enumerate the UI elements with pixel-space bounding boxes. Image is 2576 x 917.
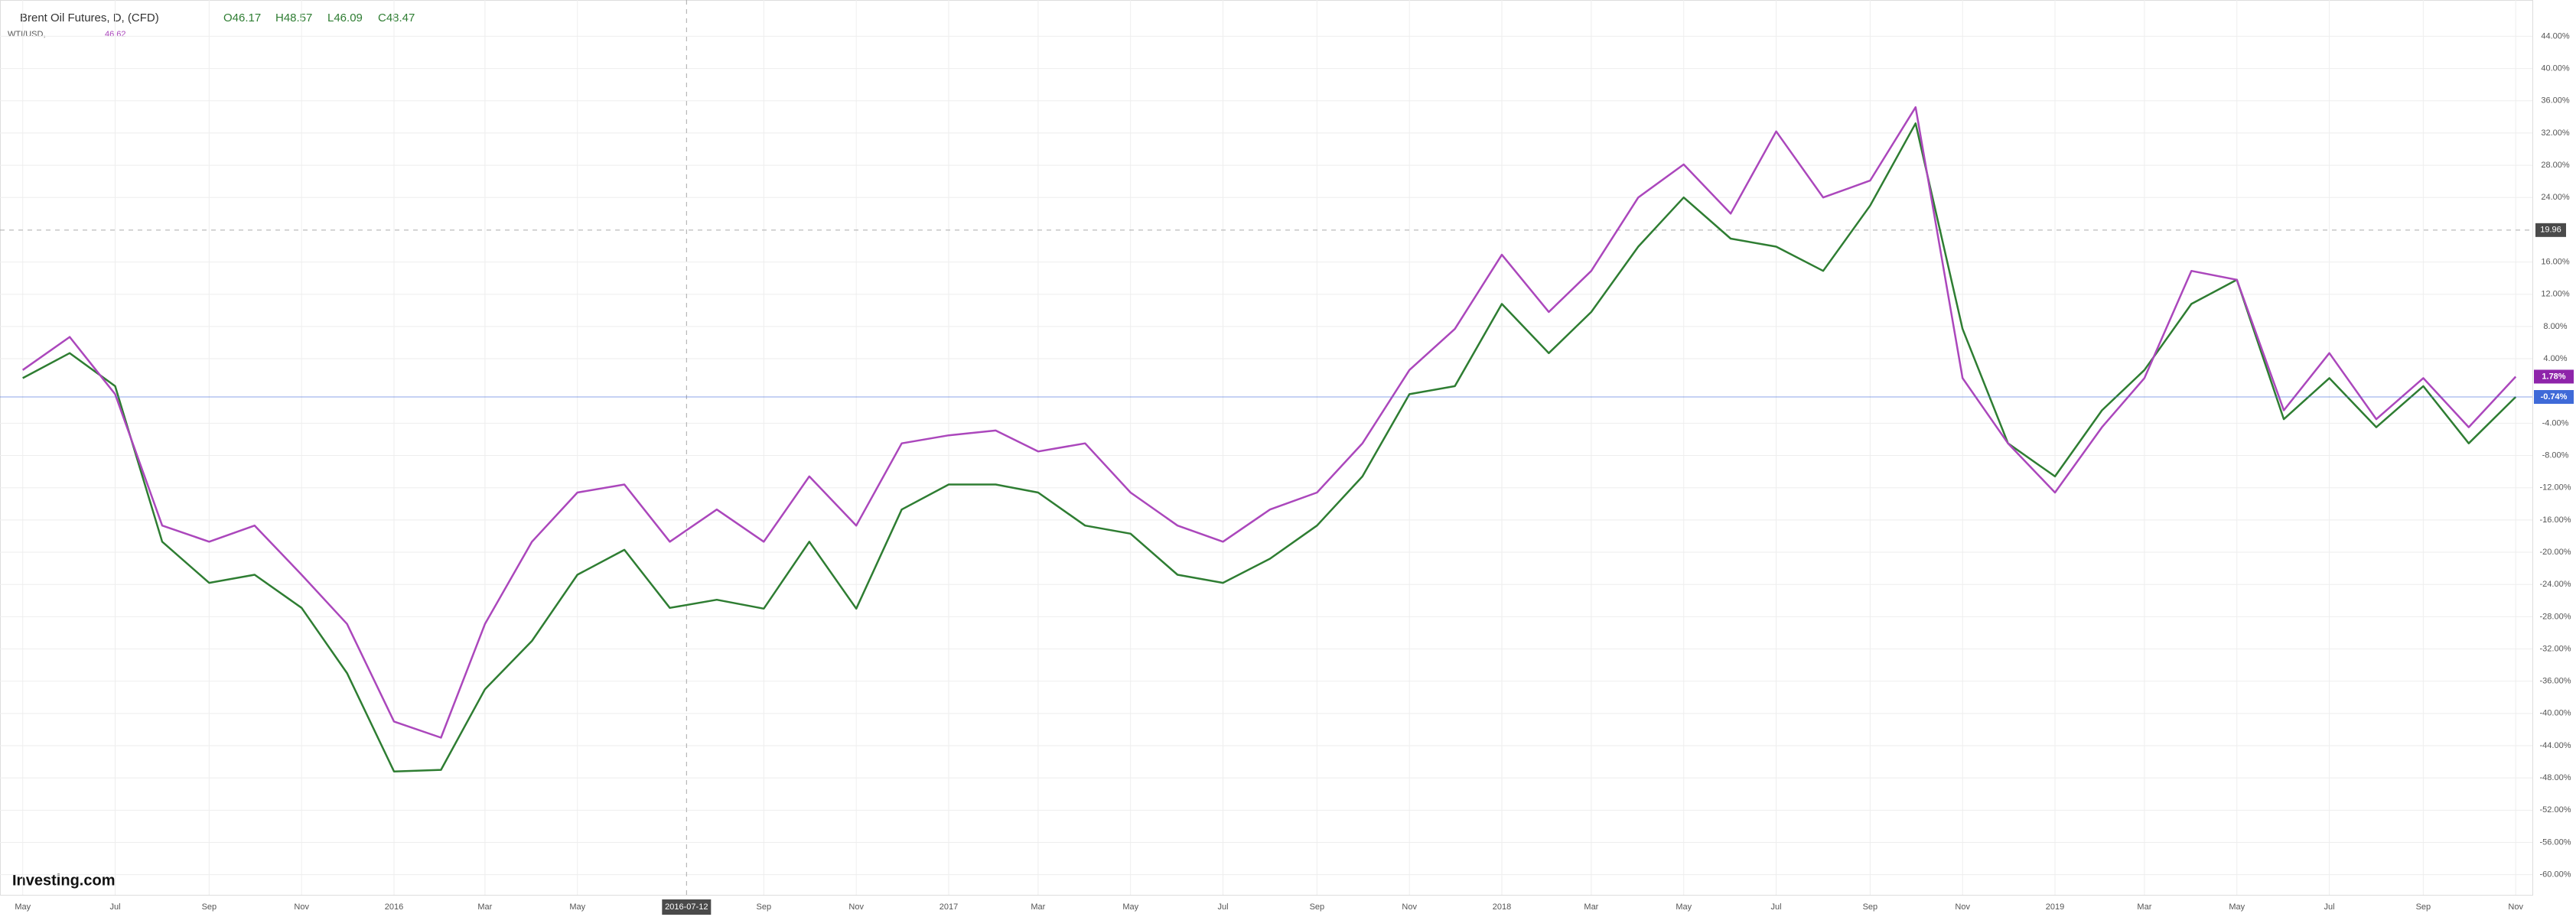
price-label-box	[2534, 390, 2574, 405]
y-tick-label: -20.00%	[2540, 548, 2571, 557]
x-tick-label: Jul	[2324, 902, 2335, 912]
x-tick-label: Sep	[202, 902, 217, 912]
y-tick-label: 44.00%	[2541, 31, 2570, 41]
x-tick-label: Nov	[294, 902, 309, 912]
series-line	[22, 122, 2517, 772]
x-tick-label: 2017	[940, 902, 958, 912]
x-tick-label: Mar	[1584, 902, 1598, 912]
price-label: -0.74%	[2541, 392, 2568, 402]
legend-wti[interactable]: WTI/USD,	[8, 30, 46, 39]
y-tick-label: 24.00%	[2541, 193, 2570, 202]
y-tick-label: -52.00%	[2540, 805, 2571, 815]
price-label-box	[2534, 369, 2574, 384]
crosshair-x-label: 2016-07-12	[665, 902, 708, 912]
y-tick-label: -44.00%	[2540, 741, 2571, 750]
y-tick-label: 12.00%	[2541, 290, 2570, 299]
crosshair-y-box	[2535, 223, 2566, 237]
high: H48.57	[275, 11, 312, 24]
low: L46.09	[327, 11, 363, 24]
x-tick-label: Nov	[848, 902, 864, 912]
y-tick-label: -56.00%	[2540, 837, 2571, 847]
y-tick-label: 28.00%	[2541, 161, 2570, 170]
x-tick-label: Jul	[1218, 902, 1229, 912]
series-line	[21, 106, 2517, 739]
x-tick-label: Sep	[1310, 902, 1325, 912]
x-tick-label: 2018	[1493, 902, 1511, 912]
x-tick-label: Mar	[1031, 902, 1045, 912]
open: O46.17	[223, 11, 261, 24]
y-tick-label: -4.00%	[2542, 418, 2569, 428]
legend-brent[interactable]: Brent Oil Futures, D, (CFD)	[20, 11, 159, 24]
y-tick-label: 4.00%	[2543, 354, 2567, 363]
x-tick-label: May	[2229, 902, 2245, 912]
y-tick-label: 40.00%	[2541, 64, 2570, 73]
y-tick-label: 36.00%	[2541, 96, 2570, 106]
y-tick-label: 32.00%	[2541, 128, 2570, 138]
y-tick-label: -16.00%	[2540, 515, 2571, 525]
y-tick-label: -8.00%	[2542, 450, 2569, 460]
x-tick-label: May	[15, 902, 31, 912]
x-tick-label: Sep	[2416, 902, 2431, 912]
y-tick-label: -28.00%	[2540, 612, 2571, 621]
y-tick-label: -48.00%	[2540, 773, 2571, 782]
price-label: 1.78%	[2542, 372, 2565, 381]
x-tick-label: Sep	[757, 902, 772, 912]
plot-frame	[0, 0, 2533, 896]
x-tick-label: Sep	[1863, 902, 1878, 912]
y-tick-label: 16.00%	[2541, 257, 2570, 266]
logo: Investing.com	[12, 872, 115, 889]
x-tick-label: Mar	[2137, 902, 2151, 912]
x-tick-label: 2019	[2046, 902, 2064, 912]
x-tick-label: Nov	[2508, 902, 2523, 912]
x-tick-label: Nov	[1955, 902, 1970, 912]
y-tick-label: -12.00%	[2540, 483, 2571, 493]
y-tick-label: -36.00%	[2540, 677, 2571, 686]
y-tick-label: 8.00%	[2543, 322, 2567, 331]
crosshair-x-box	[662, 899, 712, 915]
x-tick-label: Mar	[477, 902, 492, 912]
y-tick-label: -40.00%	[2540, 709, 2571, 718]
y-tick-label: -24.00%	[2540, 580, 2571, 589]
x-tick-label: Jul	[1771, 902, 1782, 912]
y-tick-label: -60.00%	[2540, 870, 2571, 880]
y-tick-label: -32.00%	[2540, 644, 2571, 653]
x-tick-label: Nov	[1402, 902, 1417, 912]
x-tick-label: Jul	[110, 902, 121, 912]
x-tick-label: May	[569, 902, 585, 912]
x-tick-label: May	[1122, 902, 1138, 912]
x-tick-label: 2016	[385, 902, 403, 912]
crosshair-y-label: 19.96	[2540, 226, 2561, 235]
x-tick-label: May	[1676, 902, 1692, 912]
close: C48.47	[378, 11, 415, 24]
